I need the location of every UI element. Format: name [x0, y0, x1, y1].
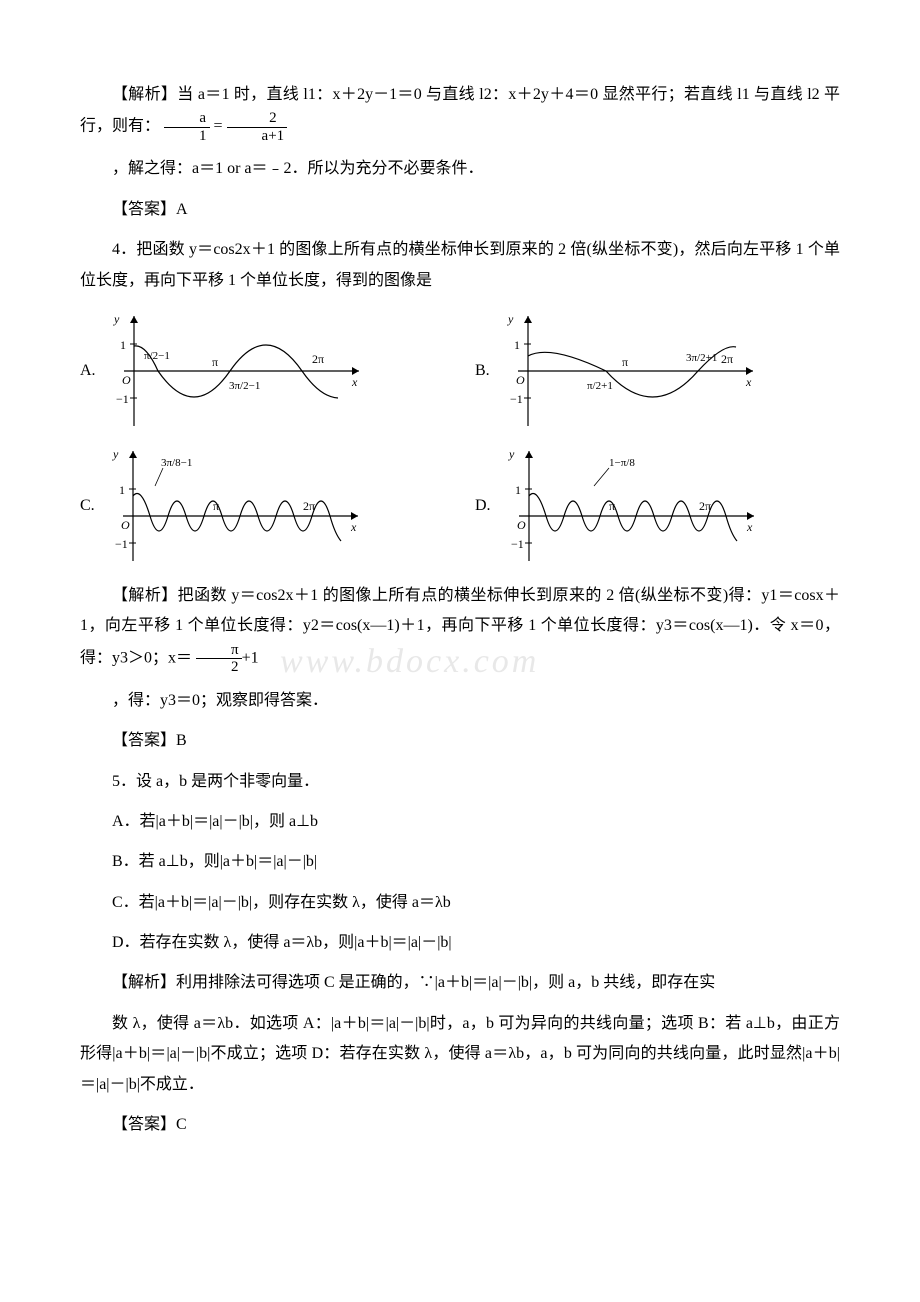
q4-chart-C: y x O 1 −1 3π/8−1 π 2π: [103, 446, 363, 566]
q4-frac-tail: +1: [242, 649, 259, 666]
q4-figure-row1: A. y x O 1 −1 π/2−1 π 3π/2−1 2π B. y: [80, 311, 840, 431]
q4-figD-cell: D. y x O 1 −1 1−π/8 π 2π: [475, 446, 840, 566]
q3-jiexi-line1: 【解析】当 a＝1 时，直线 l1：x＋2y－1＝0 与直线 l2：x＋2y＋4…: [80, 80, 840, 144]
eq-sign: =: [214, 118, 227, 135]
svg-text:x: x: [745, 375, 752, 389]
q4-figure-row2: C. y x O 1 −1 3π/8−1 π 2π D. y: [80, 446, 840, 566]
svg-text:π: π: [213, 499, 219, 513]
svg-text:O: O: [121, 518, 130, 532]
figD-label: D.: [475, 491, 491, 521]
q5-optD: D．若存在实数 λ，使得 a＝λb，则|a＋b|＝|a|－|b|: [80, 928, 840, 958]
q4-stem: 4．把函数 y＝cos2x＋1 的图像上所有点的横坐标伸长到原来的 2 倍(纵坐…: [80, 235, 840, 296]
svg-text:O: O: [516, 373, 525, 387]
svg-text:π: π: [622, 355, 628, 369]
q4-jiexi-text1: 【解析】把函数 y＝cos2x＋1 的图像上所有点的横坐标伸长到原来的 2 倍(…: [80, 587, 840, 666]
svg-text:1−π/8: 1−π/8: [609, 457, 635, 469]
svg-text:x: x: [350, 520, 357, 534]
figA-label: A.: [80, 356, 96, 386]
q5-answer: 【答案】C: [80, 1110, 840, 1140]
q4-chart-B: y x O 1 −1 π π/2+1 3π/2+1 2π: [498, 311, 758, 431]
q3-fraction-right: 2 a+1: [227, 110, 288, 144]
svg-text:π: π: [212, 355, 218, 369]
q5-jiexi-line1: 【解析】利用排除法可得选项 C 是正确的，∵|a＋b|＝|a|－|b|，则 a，…: [80, 968, 840, 998]
svg-text:3π/2+1: 3π/2+1: [686, 352, 717, 364]
svg-text:x: x: [746, 520, 753, 534]
q5-optA: A．若|a＋b|＝|a|－|b|，则 a⊥b: [80, 807, 840, 837]
q4-figC-cell: C. y x O 1 −1 3π/8−1 π 2π: [80, 446, 445, 566]
q4-figB-cell: B. y x O 1 −1 π π/2+1 3π/2+1 2π: [475, 311, 840, 431]
svg-text:π/2+1: π/2+1: [587, 380, 613, 392]
svg-text:1: 1: [120, 338, 126, 352]
svg-text:1: 1: [515, 483, 521, 497]
q3-answer: 【答案】A: [80, 195, 840, 225]
q5-optB: B．若 a⊥b，则|a＋b|＝|a|－|b|: [80, 847, 840, 877]
q5-optC: C．若|a＋b|＝|a|－|b|，则存在实数 λ，使得 a＝λb: [80, 888, 840, 918]
svg-text:y: y: [113, 312, 120, 326]
svg-text:3π/8−1: 3π/8−1: [161, 457, 192, 469]
q3-jiexi-line2: ，解之得：a＝1 or a＝﹣2．所以为充分不必要条件．: [80, 154, 840, 184]
svg-text:π/2−1: π/2−1: [144, 350, 170, 362]
svg-text:2π: 2π: [303, 499, 315, 513]
svg-text:1: 1: [119, 483, 125, 497]
svg-text:y: y: [112, 447, 119, 461]
svg-text:−1: −1: [116, 392, 129, 406]
q4-answer: 【答案】B: [80, 726, 840, 756]
svg-text:2π: 2π: [312, 352, 324, 366]
q4-chart-A: y x O 1 −1 π/2−1 π 3π/2−1 2π: [104, 311, 364, 431]
q4-chart-D: y x O 1 −1 1−π/8 π 2π: [499, 446, 759, 566]
svg-text:2π: 2π: [699, 499, 711, 513]
svg-text:O: O: [517, 518, 526, 532]
svg-text:x: x: [351, 375, 358, 389]
q5-jiexi-line2: 数 λ，使得 a＝λb．如选项 A：|a＋b|＝|a|－|b|时，a，b 可为异…: [80, 1009, 840, 1100]
svg-text:2π: 2π: [721, 352, 733, 366]
figC-label: C.: [80, 491, 95, 521]
figB-label: B.: [475, 356, 490, 386]
q4-figA-cell: A. y x O 1 −1 π/2−1 π 3π/2−1 2π: [80, 311, 445, 431]
svg-text:−1: −1: [510, 392, 523, 406]
svg-text:π: π: [609, 499, 615, 513]
q4-jiexi-line2: ，得：y3＝0；观察即得答案．: [80, 686, 840, 716]
svg-text:y: y: [508, 447, 515, 461]
svg-text:−1: −1: [511, 537, 524, 551]
q5-stem: 5．设 a，b 是两个非零向量．: [80, 767, 840, 797]
svg-text:−1: −1: [115, 537, 128, 551]
q3-fraction-left: a 1: [164, 110, 210, 144]
svg-text:1: 1: [514, 338, 520, 352]
q4-jiexi-line1: 【解析】把函数 y＝cos2x＋1 的图像上所有点的横坐标伸长到原来的 2 倍(…: [80, 581, 840, 676]
svg-text:O: O: [122, 373, 131, 387]
svg-text:3π/2−1: 3π/2−1: [229, 380, 260, 392]
svg-text:y: y: [507, 312, 514, 326]
q4-fraction: π 2: [196, 642, 242, 676]
